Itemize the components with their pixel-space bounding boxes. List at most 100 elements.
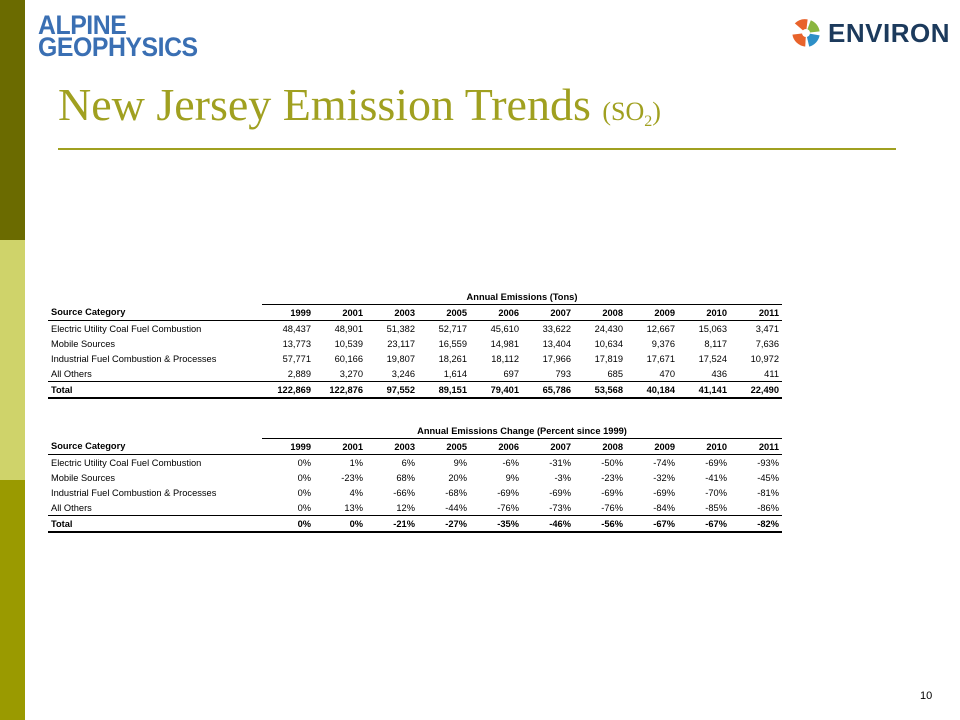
table-cell: 14,981 xyxy=(490,338,519,349)
table-cell: 79,401 xyxy=(470,381,522,399)
year-header: 1999 xyxy=(262,438,314,455)
table-cell: 89,151 xyxy=(418,381,470,399)
table-cell: -23% xyxy=(341,472,363,483)
table-cell: 15,063 xyxy=(698,323,727,334)
year-header: 2007 xyxy=(522,438,574,455)
title-compound: (SO2) xyxy=(602,97,661,130)
table-row: Electric Utility Coal Fuel Combustion 48… xyxy=(48,321,782,337)
table-cell: -44% xyxy=(418,500,470,516)
year-header: 2009 xyxy=(626,438,678,455)
table-cell: -67% xyxy=(626,515,678,533)
table-row: Mobile Sources 0% -23% 68% 20% 9% -3% -2… xyxy=(48,470,782,485)
table-cell: 52,717 xyxy=(438,323,467,334)
table-cell: -3% xyxy=(554,472,571,483)
table-row: Electric Utility Coal Fuel Combustion 0%… xyxy=(48,455,782,471)
table-cell: -21% xyxy=(366,515,418,533)
table-cell: 1,614 xyxy=(418,366,470,382)
table-cell: 24,430 xyxy=(594,323,623,334)
table-cell: 13% xyxy=(314,500,366,516)
year-header: 2003 xyxy=(366,304,418,321)
table-cell: 10,539 xyxy=(334,338,363,349)
table-cell: 3,246 xyxy=(366,366,418,382)
table-cell: -86% xyxy=(730,500,782,516)
table-cell: 0% xyxy=(297,472,311,483)
table-total-row: Total 0% 0% -21% -27% -35% -46% -56% -67… xyxy=(48,515,782,533)
table-row: Industrial Fuel Combustion & Processes 0… xyxy=(48,485,782,500)
table-cell: 17,819 xyxy=(594,353,623,364)
table-cell: 793 xyxy=(522,366,574,382)
page-title: New Jersey Emission Trends (SO2) xyxy=(58,78,661,131)
year-header: 2009 xyxy=(626,304,678,321)
table-cell: -45% xyxy=(757,472,779,483)
title-close: ) xyxy=(652,97,661,126)
table-cell: -69% xyxy=(705,457,727,468)
title-divider xyxy=(58,148,896,150)
table-cell: -46% xyxy=(522,515,574,533)
page-number: 10 xyxy=(920,690,933,702)
year-header: 2005 xyxy=(418,438,470,455)
table-header-row: Source Category 1999 2001 2003 2005 2006… xyxy=(48,304,782,321)
table-cell: -93% xyxy=(757,457,779,468)
alpine-geophysics-logo: ALPINE GEOPHYSICS xyxy=(38,12,208,64)
table-cell: -35% xyxy=(470,515,522,533)
side-bar-bottom xyxy=(0,480,25,720)
year-header: 2011 xyxy=(730,304,782,321)
year-header: 2007 xyxy=(522,304,574,321)
emissions-tons-table: Annual Emissions (Tons) Source Category … xyxy=(48,289,782,399)
table-cell: 40,184 xyxy=(626,381,678,399)
year-header: 2001 xyxy=(314,304,366,321)
table-cell: 19,807 xyxy=(386,353,415,364)
table-cell: 436 xyxy=(678,366,730,382)
table-cell: -70% xyxy=(705,487,727,498)
table-cell: 12,667 xyxy=(646,323,675,334)
table-row: Mobile Sources 13,773 10,539 23,117 16,5… xyxy=(48,336,782,351)
table-cell: 17,966 xyxy=(542,353,571,364)
environ-mark-icon xyxy=(792,19,820,47)
table-cell: 13,404 xyxy=(542,338,571,349)
side-bar-top xyxy=(0,0,25,240)
table-cell: -81% xyxy=(757,487,779,498)
table-cell: 122,876 xyxy=(314,381,366,399)
table-cell: -69% xyxy=(549,487,571,498)
table-cell: 9,376 xyxy=(651,338,675,349)
table-cell: -68% xyxy=(445,487,467,498)
table-cell: 18,112 xyxy=(491,353,519,364)
table-cell: -67% xyxy=(678,515,730,533)
side-bar-middle xyxy=(0,240,25,480)
table-cell: 23,117 xyxy=(387,338,415,349)
year-header: 2008 xyxy=(574,304,626,321)
table-cell: 12% xyxy=(366,500,418,516)
table-row: All Others 2,889 3,270 3,246 1,614 697 7… xyxy=(48,366,782,382)
year-header: 2006 xyxy=(470,304,522,321)
table-cell: 33,622 xyxy=(542,323,571,334)
table-cell: 6% xyxy=(401,457,415,468)
row-label: All Others xyxy=(48,500,262,516)
table-cell: -69% xyxy=(497,487,519,498)
table-cell: 53,568 xyxy=(574,381,626,399)
table-row: All Others 0% 13% 12% -44% -76% -73% -76… xyxy=(48,500,782,516)
table-header-row: Source Category 1999 2001 2003 2005 2006… xyxy=(48,438,782,455)
table-cell: 0% xyxy=(262,500,314,516)
table-cell: 7,636 xyxy=(755,338,779,349)
table-caption: Annual Emissions Change (Percent since 1… xyxy=(262,423,782,439)
table-cell: -84% xyxy=(626,500,678,516)
row-label: Electric Utility Coal Fuel Combustion xyxy=(51,323,202,334)
environ-logo: ENVIRON xyxy=(790,12,950,54)
table-cell: 51,382 xyxy=(386,323,415,334)
environ-logo-text: ENVIRON xyxy=(828,17,950,48)
table-cell: -76% xyxy=(470,500,522,516)
row-label: Industrial Fuel Combustion & Processes xyxy=(51,487,217,498)
table-cell: -27% xyxy=(418,515,470,533)
table-cell: -74% xyxy=(653,457,675,468)
table-cell: 10,972 xyxy=(750,353,779,364)
year-header: 2010 xyxy=(678,304,730,321)
table-cell: -50% xyxy=(601,457,623,468)
table-cell: 1% xyxy=(349,457,363,468)
row-label: Mobile Sources xyxy=(51,338,116,349)
table-caption-row: Annual Emissions Change (Percent since 1… xyxy=(48,423,782,439)
table-caption: Annual Emissions (Tons) xyxy=(262,289,782,305)
table-cell: 411 xyxy=(730,366,782,382)
table-cell: 0% xyxy=(262,515,314,533)
table-total-row: Total 122,869 122,876 97,552 89,151 79,4… xyxy=(48,381,782,399)
table-cell: -6% xyxy=(502,457,519,468)
